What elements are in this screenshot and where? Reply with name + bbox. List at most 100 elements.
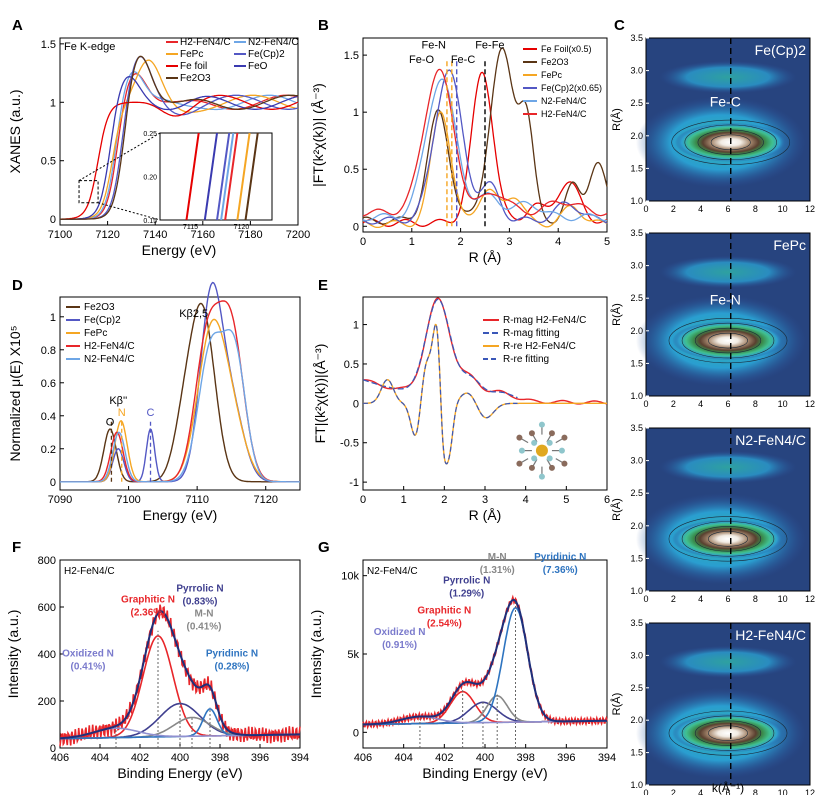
x-tick-label: 7160 [191,229,215,241]
plot-frame [645,622,811,786]
legend-entry: FePc [180,49,203,60]
x-tick-label: 7090 [48,494,72,506]
y-tick-label: 2.0 [630,715,643,725]
y-tick-label: 10k [341,571,359,583]
peak-percentage: (0.41%) [70,661,105,672]
x-axis-label: Binding Energy (eV) [117,765,242,781]
panel-E: 0 1 2 3 4 5 6 -1 -0.5 0 0.5 1 R (Å) FT|(k²χ(k))|(Å⁻³)… [312,296,610,523]
x-tick-label: 7140 [143,229,167,241]
chart-title: N2-FeN4/C [367,566,418,577]
x-tick-label: 12 [805,204,815,214]
y-tick-label: 1 [50,312,56,324]
y-tick-label: 1 [353,320,359,332]
fen4-molecule-icon [516,421,568,480]
y-tick-label: 1.0 [630,586,643,596]
peak-annotation: Fe-N [422,39,447,51]
bond-annotation: Fe-C [710,93,741,109]
x-tick-label: 7120 [95,229,119,241]
y-tick-label: 0.5 [41,156,56,168]
y-tick-label: 2.5 [630,293,643,303]
contour-line [708,531,748,547]
y-axis-label: R(Å) [610,303,623,326]
y-tick-label: 2.5 [630,683,643,693]
y-axis-label: Intensity (a.u.) [308,610,324,699]
x-tick-label: 3 [506,236,512,248]
y-tick-label: 0 [50,214,56,226]
peak-label: Oxidized N [62,648,114,659]
heatmap-label: FePc [773,237,806,253]
legend-entry: N2-FeN4/C [541,96,587,106]
peak-percentage: (1.31%) [480,565,515,576]
plot-frame [645,232,811,397]
y-tick-label: 3.0 [630,456,643,466]
legend-entry: Fe foil [180,61,207,72]
x-tick-label: 2 [441,494,447,506]
x-tick-label: 402 [131,752,149,764]
heatmap-3: 1.0 1.5 2.0 2.5 3.0 3.5 0 2 4 6 8 10 12 R(Å) H2-FeN4/C [610,618,815,795]
legend-entry: Fe(Cp)2(x0.65) [541,83,602,93]
contour-line [708,332,748,349]
x-tick-label: 10 [778,204,788,214]
peak-label: Pyridinic N [534,552,586,563]
heatmap-label: H2-FeN4/C [735,627,806,643]
y-tick-label: 0.5 [344,164,359,176]
panel-letter-a: A [12,17,23,34]
y-tick-label: -1 [349,477,359,489]
x-tick-label: 7200 [286,229,310,241]
x-tick-label: 2 [458,236,464,248]
atom [561,434,568,441]
x-tick-label: 10 [778,594,788,604]
x-axis-label: Binding Energy (eV) [422,765,547,781]
heatmap-band [659,450,797,484]
y-tick-label: 3.0 [630,261,643,271]
y-tick-label: 3.5 [630,618,643,628]
inset-line [203,132,219,221]
plot-frame [59,37,299,226]
y-tick-label: 0 [50,477,56,489]
y-tick-label: 3.0 [630,66,643,76]
legend-entry: N2-FeN4/C [248,37,299,48]
x-tick-label: 404 [91,752,109,764]
x-tick-label: 10 [778,399,788,409]
contour-line [694,526,762,552]
peak-label: Pyrrolic N [443,576,490,587]
x-axis-label: R (Å) [469,507,502,523]
heatmap-peak [672,519,784,559]
x-tick-label: 406 [354,752,372,764]
x-tick-label: 7180 [238,229,262,241]
legend-entry: FePc [541,70,563,80]
x-tick-label: 7100 [48,229,72,241]
peak-label: M-N [488,552,507,563]
x-tick-label: 5 [563,494,569,506]
x-tick-label: 396 [251,752,269,764]
plot-frame [645,37,811,202]
series-rmag-fit [362,298,518,399]
legend-entry: H2-FeN4/C [180,37,231,48]
panel-B: 0 1 2 3 4 5 0 0.5 1 1.5 R (Å) |FT(k²χ(k))| (Å⁻³) Fe-… [310,37,610,265]
heatmap-band [659,645,797,679]
x-tick-label: 0 [360,494,366,506]
panel-D: 7090 7100 7110 7120 0 0.2 0.4 0.6 0.8 1 Energy (eV… [7,281,301,523]
heatmap-peak [672,713,784,753]
peak-percentage: (7.36%) [543,565,578,576]
atom [528,430,535,437]
y-tick-label: 0.2 [41,444,56,456]
y-tick-label: 800 [38,555,56,567]
x-tick-label: 404 [394,752,412,764]
x-tick-label: 4 [698,788,703,795]
panel-letter-f: F [12,539,21,556]
y-tick-label: 1.5 [630,163,643,173]
fit-envelope [60,610,300,740]
chart-title: H2-FeN4/C [64,566,115,577]
x-tick-label: 2 [671,399,676,409]
component-peak [363,606,608,726]
heatmap-peak [672,321,784,361]
y-axis-label: |FT(k²χ(k))| (Å⁻³) [310,83,326,187]
x-tick-label: 12 [805,788,815,795]
legend-entry: R-re fitting [503,354,549,365]
x-tick-label: 0 [643,399,648,409]
heatmap-1: 1.0 1.5 2.0 2.5 3.0 3.5 0 2 4 6 8 10 12 R(Å) FePc Fe-N [610,228,815,409]
x-tick-label: 5 [604,236,610,248]
peak-annotation: Fe-Fe [475,39,504,51]
y-tick-label: 600 [38,602,56,614]
